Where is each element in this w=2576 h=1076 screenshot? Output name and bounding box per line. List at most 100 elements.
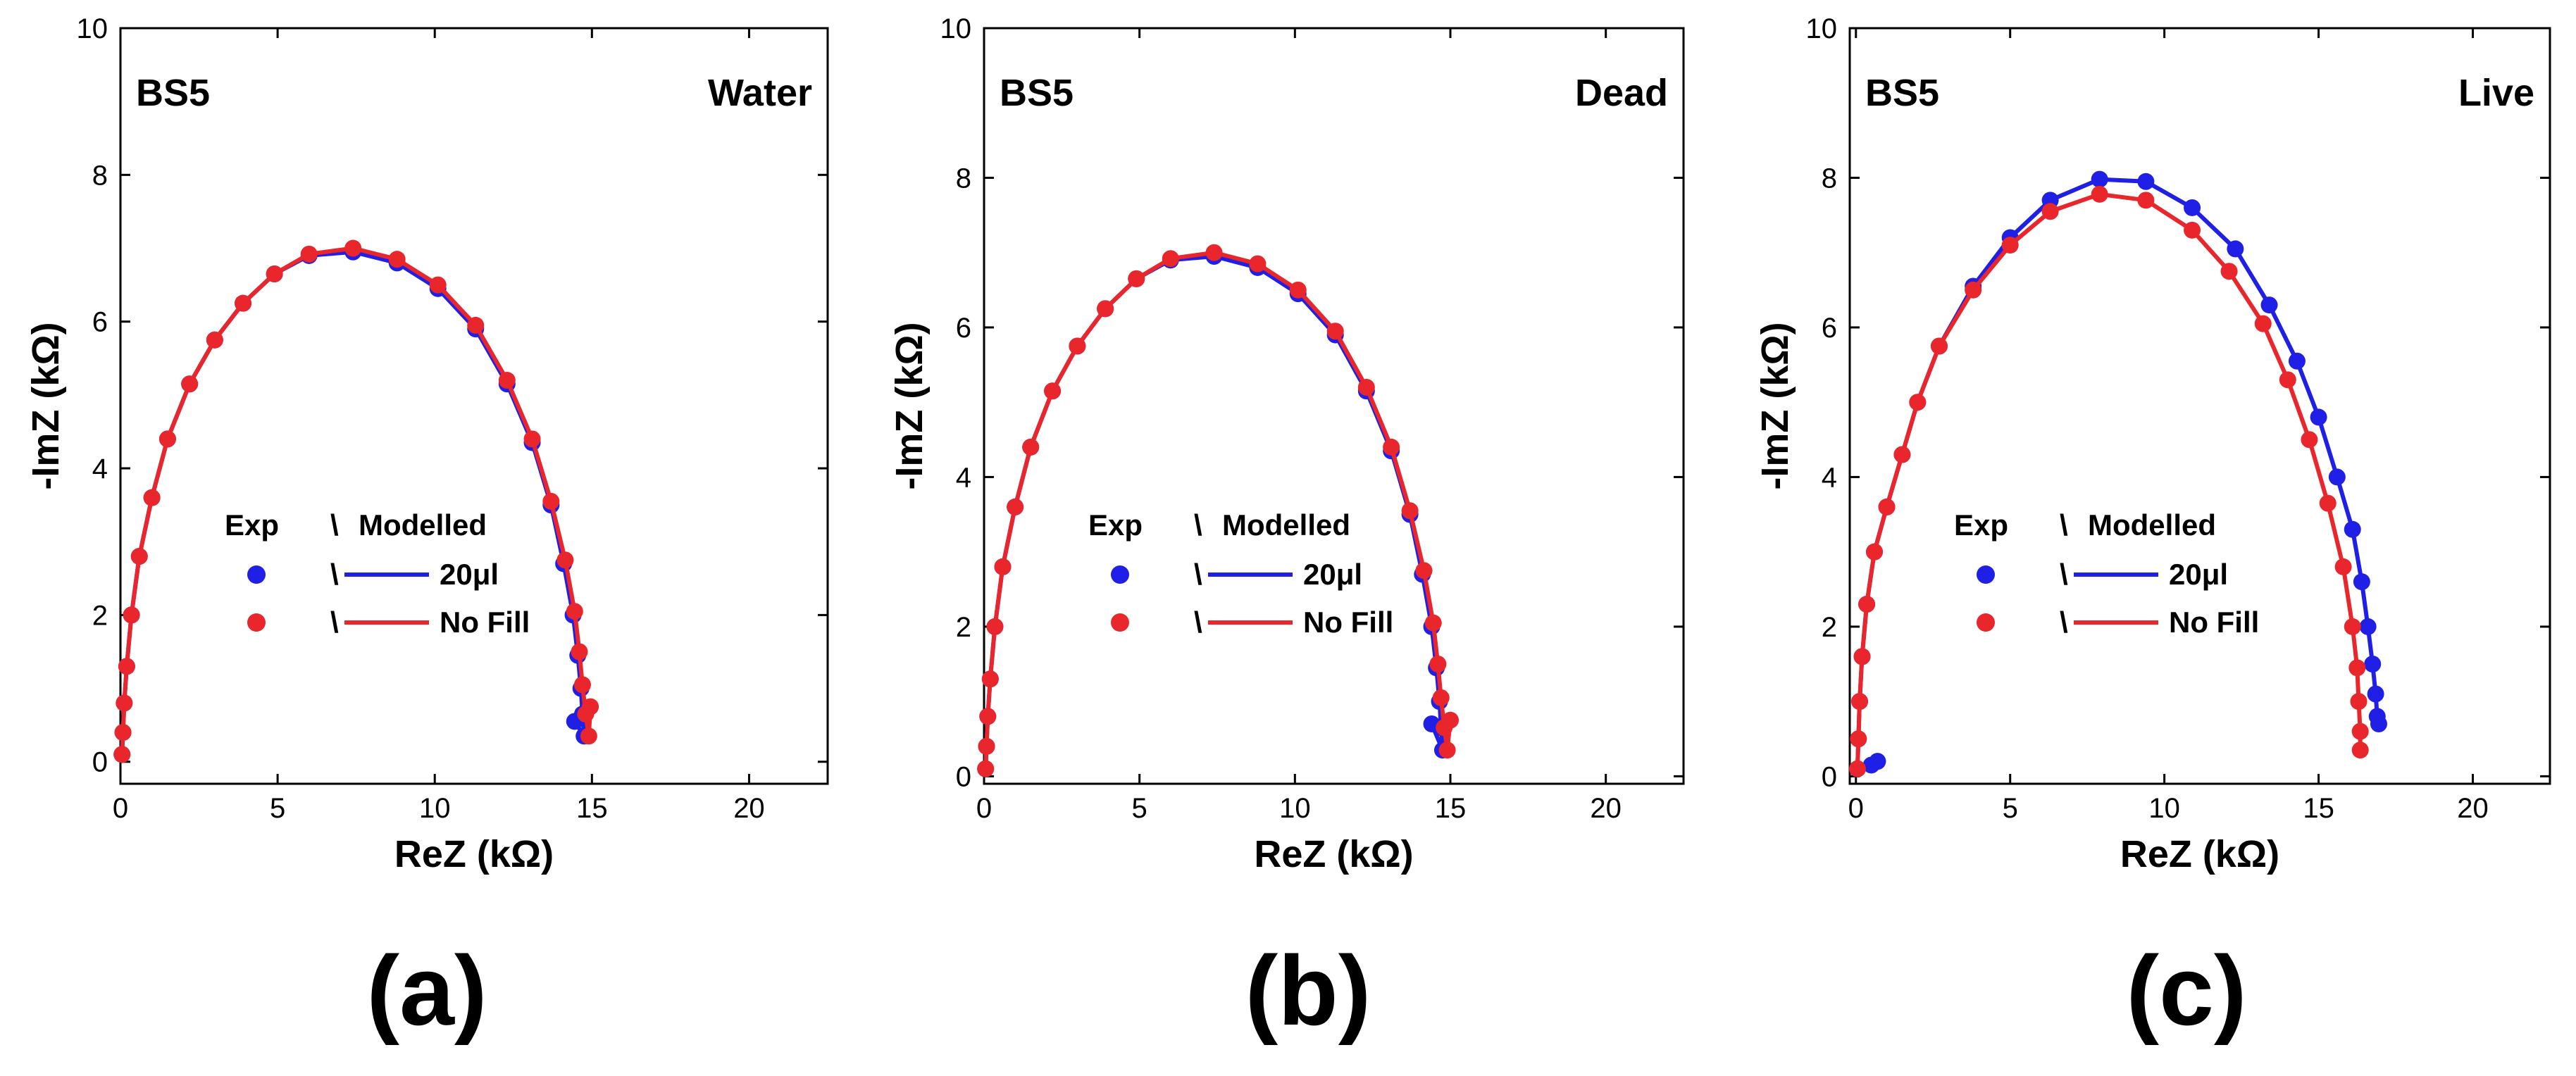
data-point xyxy=(498,372,516,389)
condition-label: Water xyxy=(708,72,812,114)
plot-frame xyxy=(983,27,1685,785)
legend: Exp \ Modelled \ 20μl \ No Fill xyxy=(1088,508,1393,639)
legend-marker xyxy=(247,613,266,632)
legend-sep: \ xyxy=(330,606,339,639)
x-tick-label: 5 xyxy=(1132,793,1147,824)
legend-label: 20μl xyxy=(2169,558,2228,591)
modelled-line xyxy=(120,246,593,755)
legend-header-modelled: Modelled xyxy=(359,508,487,542)
y-tick-label: 4 xyxy=(956,462,971,493)
data-point xyxy=(206,331,223,349)
data-point xyxy=(2041,203,2059,220)
data-point xyxy=(1128,270,1145,287)
data-point xyxy=(2351,722,2369,740)
y-tick-label: 8 xyxy=(956,163,971,194)
x-tick-label: 0 xyxy=(976,793,992,824)
sample-label: BS5 xyxy=(1000,72,1074,114)
y-axis-title: -ImZ (kΩ) xyxy=(1754,322,1796,489)
y-axis-title: -ImZ (kΩ) xyxy=(888,322,931,489)
data-point xyxy=(2301,431,2318,449)
plot-frame xyxy=(1848,27,2551,785)
data-point xyxy=(235,294,252,312)
x-tick-label: 5 xyxy=(2003,793,2018,824)
legend-marker xyxy=(1977,613,1995,632)
x-tick-label: 10 xyxy=(2148,793,2180,824)
data-point xyxy=(1429,656,1447,673)
data-point xyxy=(1858,596,1876,613)
legend-header-sep: \ xyxy=(1194,508,1202,542)
data-point xyxy=(2184,199,2201,216)
legend-label: 20μl xyxy=(440,558,499,591)
data-point xyxy=(2359,618,2377,635)
legend-header-exp: Exp xyxy=(225,508,279,542)
data-point xyxy=(1869,753,1886,770)
data-point xyxy=(143,489,161,506)
data-point xyxy=(2091,170,2108,188)
data-point xyxy=(266,265,283,282)
y-tick-label: 2 xyxy=(92,600,108,631)
data-point xyxy=(2344,520,2361,538)
data-point xyxy=(1438,742,1456,759)
data-point xyxy=(977,760,995,777)
legend-header-sep: \ xyxy=(2060,508,2068,542)
x-tick-label: 5 xyxy=(270,793,285,824)
legend-marker xyxy=(1977,565,1995,584)
legend-marker xyxy=(1111,565,1129,584)
y-tick-label: 10 xyxy=(77,13,108,44)
legend-header-modelled: Modelled xyxy=(2088,508,2216,542)
y-tick-label: 6 xyxy=(92,307,108,338)
data-point xyxy=(2260,296,2278,314)
data-point xyxy=(1044,382,1062,400)
data-point xyxy=(1432,689,1450,706)
data-point xyxy=(2279,371,2296,389)
panel-caption: (b) xyxy=(1245,935,1371,1046)
data-point xyxy=(2351,742,2369,759)
data-point xyxy=(542,492,560,510)
y-tick-label: 6 xyxy=(1822,313,1837,344)
data-point xyxy=(1415,562,1433,580)
legend-header-sep: \ xyxy=(330,508,339,542)
legend-sep: \ xyxy=(2060,558,2068,591)
data-point xyxy=(2091,185,2108,203)
data-point xyxy=(1848,760,1866,777)
data-point xyxy=(429,276,447,294)
data-point xyxy=(566,603,583,620)
data-point xyxy=(1097,300,1114,318)
legend-header-exp: Exp xyxy=(1088,508,1143,542)
modelled-line xyxy=(1855,192,2363,769)
chart-panel: 0 5 10 15 20 0 2 4 6 8 10 ReZ (kΩ) -ImZ (kΩ) BS5 Dead E… xyxy=(888,13,1685,1046)
data-point xyxy=(130,548,148,565)
legend-label: No Fill xyxy=(2169,606,2259,639)
legend-marker xyxy=(1111,613,1129,632)
data-point xyxy=(981,670,999,688)
legend: Exp \ Modelled \ 20μl \ No Fill xyxy=(1954,508,2259,639)
data-point xyxy=(978,737,995,755)
data-point xyxy=(556,551,574,569)
y-tick-label: 4 xyxy=(92,453,108,484)
data-point xyxy=(1893,446,1911,463)
data-point xyxy=(300,245,318,263)
data-point xyxy=(1965,281,1982,299)
modelled-line xyxy=(1855,177,2381,771)
data-point xyxy=(118,658,135,675)
x-axis-title: ReZ (kΩ) xyxy=(394,833,554,875)
legend-marker xyxy=(247,565,266,584)
data-point xyxy=(2370,715,2387,733)
data-point xyxy=(1357,378,1375,396)
y-tick-label: 10 xyxy=(940,13,972,44)
y-tick-label: 8 xyxy=(92,160,108,191)
data-point xyxy=(2254,315,2272,332)
x-tick-label: 10 xyxy=(1279,793,1311,824)
y-tick-label: 0 xyxy=(92,747,108,778)
data-point xyxy=(1162,250,1179,268)
y-tick-label: 4 xyxy=(1822,462,1837,493)
data-point xyxy=(1383,438,1400,456)
data-point xyxy=(2288,352,2306,370)
x-axis-title: ReZ (kΩ) xyxy=(1254,833,1413,875)
data-point xyxy=(158,430,176,448)
data-point xyxy=(573,676,591,694)
legend-sep: \ xyxy=(1194,606,1202,639)
data-point xyxy=(2344,618,2361,635)
legend-sep: \ xyxy=(1194,558,1202,591)
data-point xyxy=(1878,498,1896,515)
